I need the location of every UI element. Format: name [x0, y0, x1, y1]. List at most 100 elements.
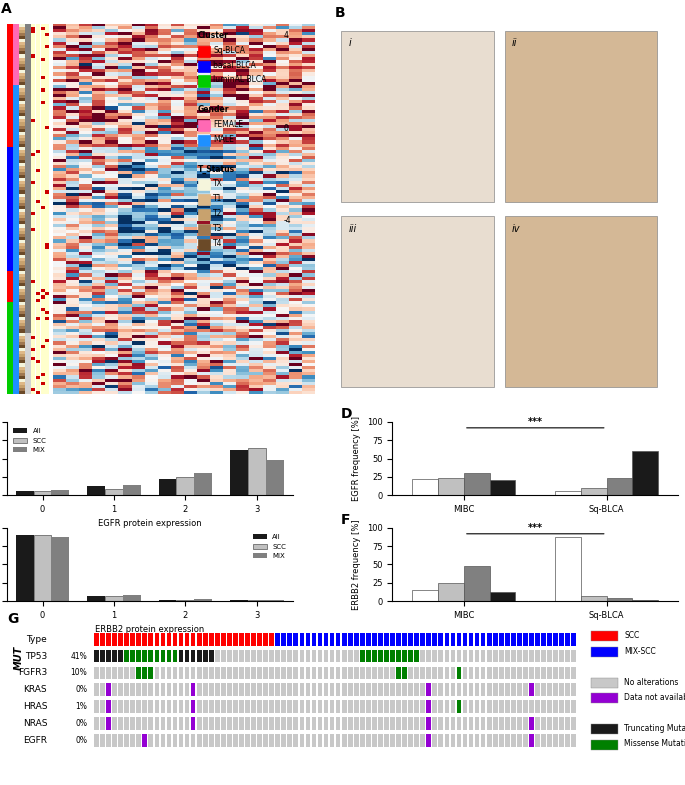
- Bar: [155, 734, 159, 747]
- Bar: [142, 717, 147, 730]
- Bar: [7, 33, 13, 36]
- Bar: [245, 734, 250, 747]
- Bar: [432, 650, 437, 663]
- Bar: [414, 684, 419, 696]
- Bar: [13, 225, 19, 228]
- Bar: [32, 60, 36, 64]
- Bar: [7, 277, 13, 280]
- Bar: [553, 717, 558, 730]
- Bar: [40, 295, 45, 298]
- Bar: [227, 650, 232, 663]
- Bar: [32, 376, 36, 379]
- Bar: [487, 734, 492, 747]
- Bar: [487, 666, 492, 679]
- Bar: [288, 666, 292, 679]
- Bar: [36, 212, 40, 215]
- Bar: [130, 717, 135, 730]
- Bar: [13, 287, 19, 290]
- Text: MIX-SCC: MIX-SCC: [625, 647, 656, 655]
- Bar: [517, 650, 522, 663]
- Bar: [7, 191, 13, 194]
- Bar: [13, 42, 19, 46]
- Bar: [251, 717, 256, 730]
- Bar: [19, 298, 25, 301]
- Bar: [40, 240, 45, 243]
- Bar: [32, 135, 36, 138]
- Bar: [556, 537, 581, 601]
- Bar: [408, 700, 413, 713]
- Bar: [7, 86, 13, 89]
- Bar: [19, 354, 25, 357]
- Bar: [173, 717, 177, 730]
- Bar: [36, 363, 40, 367]
- Bar: [547, 684, 552, 696]
- Bar: [13, 191, 19, 194]
- Bar: [19, 100, 25, 104]
- Bar: [32, 391, 36, 394]
- Bar: [25, 184, 32, 188]
- Bar: [191, 633, 195, 645]
- Bar: [324, 633, 328, 645]
- Bar: [40, 333, 45, 336]
- Bar: [45, 113, 49, 116]
- Bar: [36, 292, 40, 295]
- Bar: [45, 360, 49, 363]
- Bar: [451, 666, 456, 679]
- Bar: [45, 333, 49, 336]
- Bar: [100, 734, 105, 747]
- Bar: [13, 196, 19, 199]
- Bar: [45, 308, 49, 311]
- Text: 0%: 0%: [75, 685, 88, 694]
- Bar: [19, 261, 25, 265]
- Bar: [36, 287, 40, 290]
- Bar: [45, 48, 49, 51]
- Bar: [40, 336, 45, 339]
- Bar: [25, 311, 32, 314]
- Bar: [40, 261, 45, 265]
- FancyBboxPatch shape: [341, 217, 494, 387]
- Bar: [130, 684, 135, 696]
- Bar: [591, 725, 618, 734]
- Bar: [13, 100, 19, 104]
- Bar: [329, 700, 334, 713]
- Bar: [541, 717, 546, 730]
- Bar: [19, 363, 25, 367]
- Bar: [123, 595, 140, 601]
- Bar: [19, 317, 25, 320]
- Bar: [324, 684, 328, 696]
- Bar: [227, 633, 232, 645]
- Bar: [124, 700, 129, 713]
- Bar: [318, 717, 323, 730]
- Bar: [13, 351, 19, 354]
- Text: Missense Mutation: Missense Mutation: [625, 739, 685, 748]
- Bar: [19, 249, 25, 252]
- Bar: [40, 162, 45, 166]
- Bar: [36, 39, 40, 42]
- Bar: [159, 479, 177, 495]
- Bar: [421, 734, 425, 747]
- Bar: [547, 666, 552, 679]
- Bar: [32, 231, 36, 234]
- Bar: [312, 633, 316, 645]
- Bar: [32, 367, 36, 370]
- Bar: [32, 203, 36, 206]
- Bar: [36, 196, 40, 199]
- Bar: [40, 188, 45, 191]
- Bar: [19, 122, 25, 126]
- Bar: [142, 650, 147, 663]
- Bar: [45, 36, 49, 39]
- Bar: [130, 650, 135, 663]
- Bar: [32, 64, 36, 67]
- Bar: [571, 717, 576, 730]
- Bar: [45, 323, 49, 327]
- Bar: [40, 51, 45, 54]
- Bar: [378, 633, 383, 645]
- Bar: [45, 379, 49, 382]
- Bar: [195, 599, 212, 601]
- Bar: [7, 159, 13, 162]
- Bar: [45, 135, 49, 138]
- Bar: [7, 298, 13, 301]
- Bar: [45, 107, 49, 110]
- Bar: [25, 64, 32, 67]
- Bar: [25, 27, 32, 30]
